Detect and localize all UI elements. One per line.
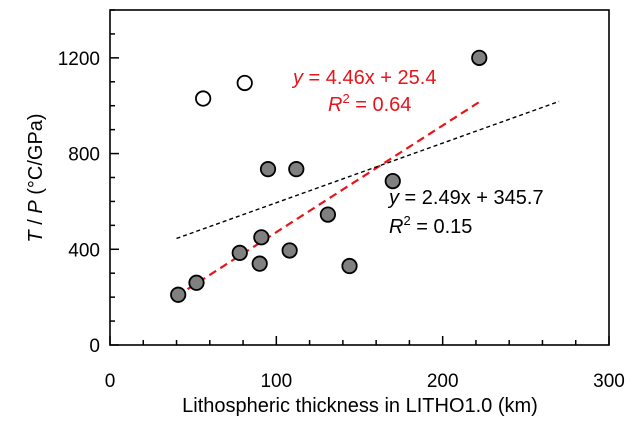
x-tick-label: 200 xyxy=(427,371,459,392)
x-tick-label: 100 xyxy=(260,371,292,392)
open-data-point xyxy=(195,90,212,107)
filled-data-point xyxy=(281,242,298,259)
x-tick-label: 0 xyxy=(105,371,116,392)
y-tick-label: 400 xyxy=(68,240,100,261)
y-tick-label: 0 xyxy=(89,336,100,357)
filled-data-point xyxy=(188,274,205,291)
red-regression-line xyxy=(175,101,480,298)
data-points xyxy=(170,49,488,303)
filled-data-point xyxy=(231,244,248,261)
filled-data-point xyxy=(170,286,187,303)
black-regression-line xyxy=(176,100,560,240)
y-axis-ticks: 0 400 800 1200 xyxy=(58,9,119,357)
filled-data-point xyxy=(341,257,358,275)
red-fit-equation: y = 4.46x + 25.4 xyxy=(291,67,436,89)
filled-data-point xyxy=(253,229,270,246)
filled-data-point xyxy=(471,49,488,66)
black-fit-r2: R2 = 0.15 xyxy=(389,213,472,238)
regression-lines xyxy=(175,100,560,298)
black-fit-equation: y = 2.49x + 345.7 xyxy=(387,187,544,209)
y-tick-label: 800 xyxy=(68,145,100,166)
x-axis-title: Lithospheric thickness in LITHO1.0 (km) xyxy=(182,395,538,417)
y-axis-title: T / P (°C/GPa) xyxy=(25,113,47,242)
red-fit-r2: R2 = 0.64 xyxy=(328,91,411,116)
filled-data-point xyxy=(251,255,268,272)
open-data-point xyxy=(236,74,253,92)
filled-data-point xyxy=(384,172,401,190)
x-axis-ticks: 0 100 200 300 xyxy=(105,336,625,392)
filled-data-point xyxy=(259,161,277,178)
filled-data-point xyxy=(288,161,305,178)
y-tick-label: 1200 xyxy=(58,49,100,70)
x-tick-label: 300 xyxy=(593,371,625,392)
filled-data-point xyxy=(319,206,336,223)
